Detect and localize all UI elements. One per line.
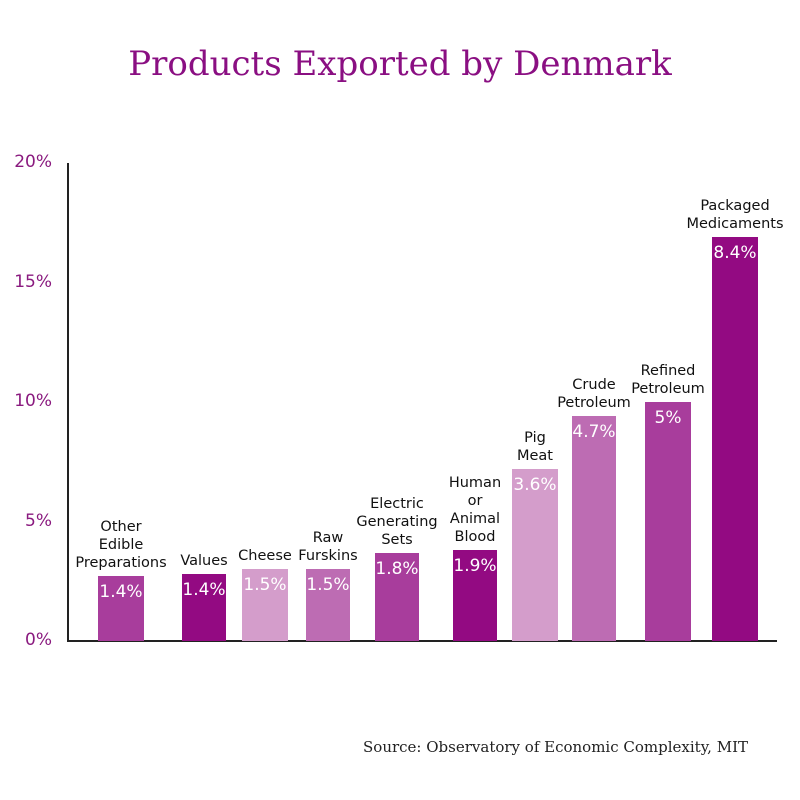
y-tick-label: 20% bbox=[14, 152, 52, 172]
bar: 1.4% bbox=[98, 576, 144, 641]
bar: 4.7% bbox=[572, 416, 616, 641]
bar: 1.4% bbox=[182, 574, 226, 641]
bar-value-label: 1.5% bbox=[306, 575, 350, 596]
source-note: Source: Observatory of Economic Complexi… bbox=[363, 738, 748, 756]
bar: 1.8% bbox=[375, 552, 419, 641]
bar-value-label: 1.8% bbox=[375, 558, 419, 579]
bar-value-label: 1.4% bbox=[182, 580, 226, 601]
y-tick-label: 5% bbox=[25, 510, 52, 531]
category-label: Values bbox=[180, 553, 228, 570]
chart-title: Products Exported by Denmark bbox=[128, 44, 672, 84]
category-label: Raw Furskins bbox=[298, 530, 358, 565]
category-label: Other Edible Preparations bbox=[75, 519, 167, 572]
category-label: Crude Petroleum bbox=[557, 377, 631, 412]
bar: 1.9% bbox=[453, 550, 497, 641]
bar: 8.4% bbox=[712, 237, 758, 641]
bar-value-label: 3.6% bbox=[513, 474, 557, 495]
bar: 5% bbox=[645, 402, 691, 641]
y-tick-label: 0% bbox=[25, 630, 52, 650]
category-label: Cheese bbox=[238, 548, 292, 565]
bar: 1.5% bbox=[242, 569, 288, 641]
category-label: Electric Generating Sets bbox=[356, 495, 438, 548]
category-label: Human or Animal Blood bbox=[448, 475, 502, 546]
bar: 3.6% bbox=[512, 468, 558, 641]
y-tick-label: 10% bbox=[14, 391, 52, 411]
category-label: Pig Meat bbox=[516, 429, 553, 464]
category-label: Packaged Medicaments bbox=[686, 198, 784, 233]
bar-value-label: 1.4% bbox=[99, 582, 143, 603]
bar-value-label: 4.7% bbox=[572, 422, 616, 443]
bar-value-label: 5% bbox=[654, 408, 682, 428]
bar-value-label: 8.4% bbox=[713, 243, 757, 264]
bar-value-label: 1.5% bbox=[243, 575, 287, 596]
y-axis-line bbox=[67, 163, 69, 642]
bar: 1.5% bbox=[306, 569, 350, 641]
x-axis-line bbox=[67, 640, 777, 642]
y-tick-label: 15% bbox=[14, 271, 52, 292]
category-label: Refined Petroleum bbox=[631, 363, 705, 397]
bar-value-label: 1.9% bbox=[453, 556, 497, 577]
